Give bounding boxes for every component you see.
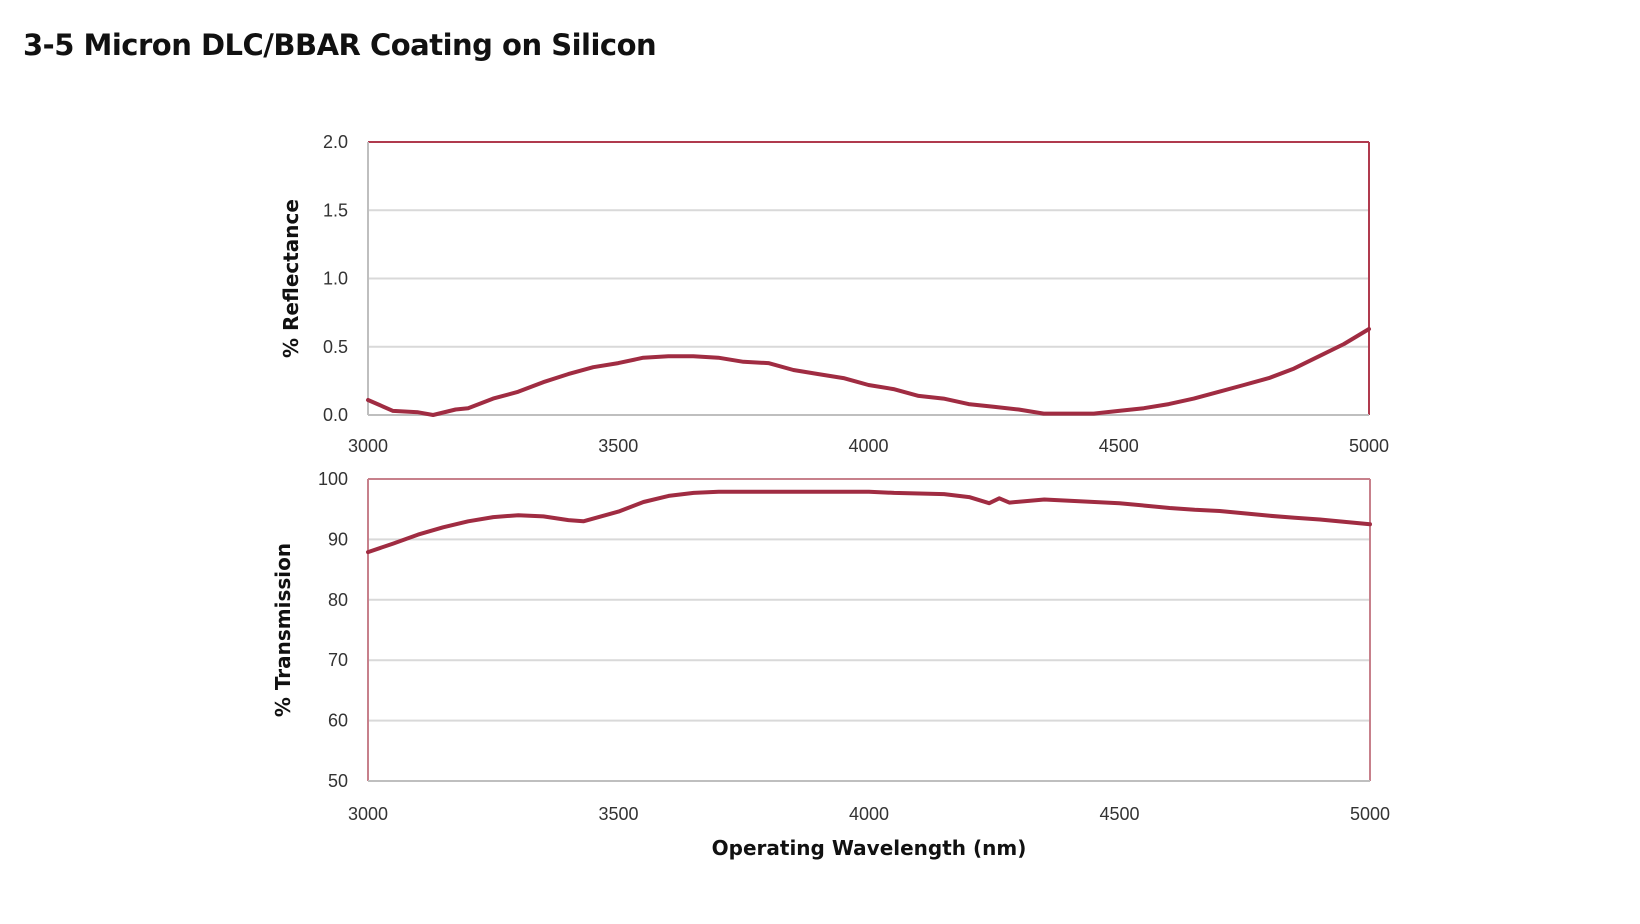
- reflectance-y-axis-label: % Reflectance: [279, 199, 303, 358]
- reflectance-y-tick-label: 1.0: [323, 269, 348, 289]
- transmission-x-tick-label: 3500: [598, 804, 638, 824]
- transmission-x-axis-label: Operating Wavelength (nm): [712, 836, 1027, 860]
- transmission-x-tick-label: 3000: [348, 804, 388, 824]
- transmission-series-line: [366, 489, 1372, 555]
- reflectance-x-tick-label: 4500: [1099, 436, 1139, 456]
- reflectance-y-tick-label: 0.0: [323, 405, 348, 425]
- transmission-y-tick-label: 90: [328, 529, 348, 549]
- reflectance-x-tick-label: 3500: [598, 436, 638, 456]
- reflectance-x-tick-label: 5000: [1349, 436, 1389, 456]
- reflectance-x-tick-label: 3000: [348, 436, 388, 456]
- transmission-y-tick-label: 50: [328, 771, 348, 791]
- transmission-x-tick-label: 4000: [849, 804, 889, 824]
- transmission-y-tick-label: 80: [328, 590, 348, 610]
- reflectance-y-tick-label: 1.5: [323, 200, 348, 220]
- transmission-y-tick-label: 100: [318, 469, 348, 489]
- transmission-y-axis-label: % Transmission: [271, 543, 295, 717]
- page-title: 3-5 Micron DLC/BBAR Coating on Silicon: [23, 28, 657, 62]
- transmission-y-tick-label: 60: [328, 711, 348, 731]
- transmission-x-tick-label: 5000: [1350, 804, 1390, 824]
- reflectance-series-line: [366, 327, 1371, 417]
- transmission-x-tick-label: 4500: [1099, 804, 1139, 824]
- reflectance-y-tick-label: 2.0: [323, 132, 348, 152]
- reflectance-x-tick-label: 4000: [848, 436, 888, 456]
- transmission-y-tick-label: 70: [328, 650, 348, 670]
- reflectance-y-tick-label: 0.5: [323, 337, 348, 357]
